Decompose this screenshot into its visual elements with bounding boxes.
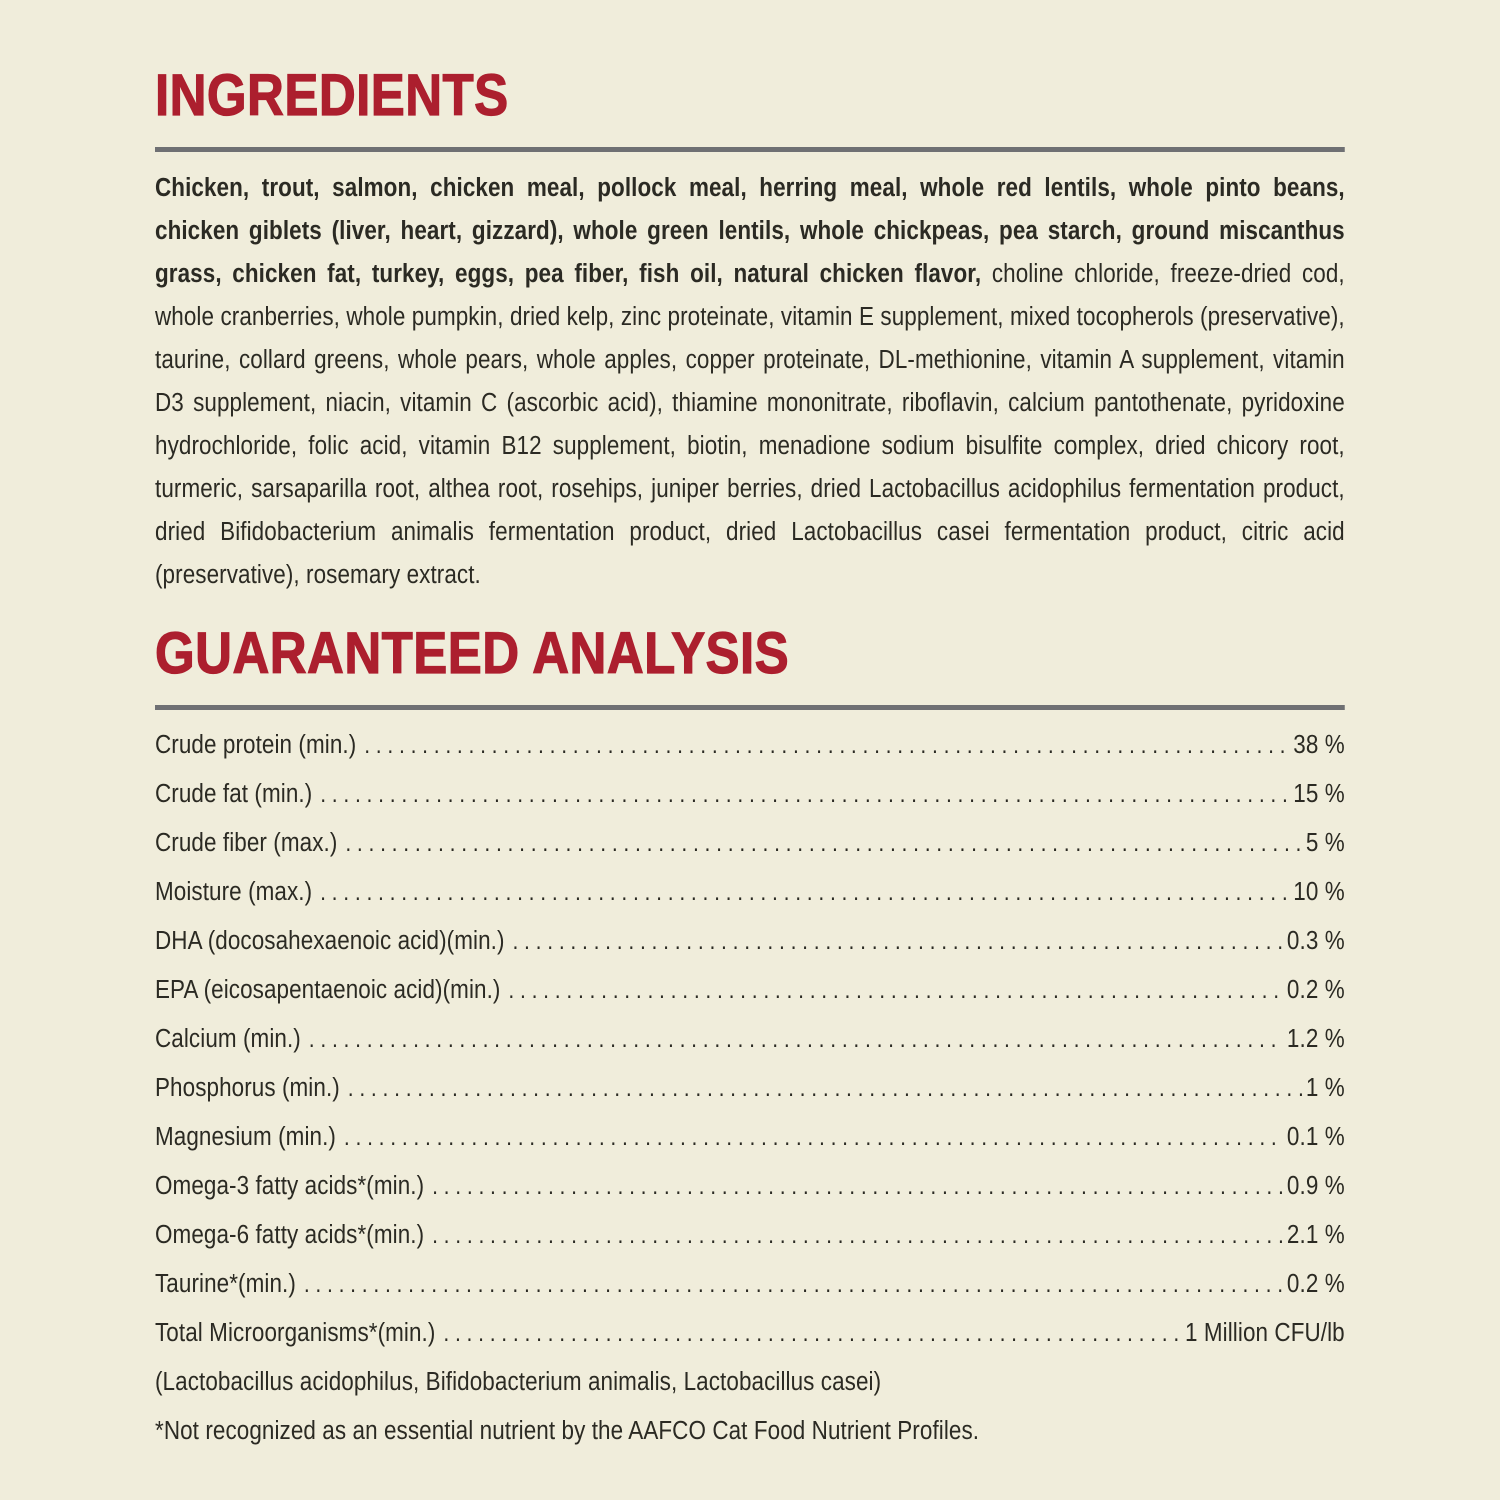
analysis-footnote: *Not recognized as an essential nutrient… <box>155 1417 980 1445</box>
ingredients-secondary-list: choline chloride, freeze-dried cod, whol… <box>155 260 1345 589</box>
analysis-label: Omega-6 fatty acids*(min.) <box>155 1221 425 1249</box>
ingredients-paragraph: Chicken, trout, salmon, chicken meal, po… <box>155 167 1345 597</box>
analysis-label: Taurine*(min.) <box>155 1270 296 1298</box>
analysis-row: DHA (docosahexaenoic acid)(min.)........… <box>155 917 1345 966</box>
analysis-label: Crude protein (min.) <box>155 731 357 759</box>
analysis-label: Crude fat (min.) <box>155 780 313 808</box>
analysis-label: Phosphorus (min.) <box>155 1074 340 1102</box>
analysis-row: Moisture (max.).........................… <box>155 868 1345 917</box>
analysis-row: Magnesium (min.)........................… <box>155 1113 1345 1162</box>
analysis-row: Calcium (min.)..........................… <box>155 1015 1345 1064</box>
analysis-value: 10 % <box>1293 878 1345 906</box>
dot-leader: ........................................… <box>432 1173 1284 1200</box>
analysis-row: Omega-6 fatty acids*(min.)..............… <box>155 1211 1345 1260</box>
analysis-value: 1.2 % <box>1286 1025 1345 1053</box>
analysis-label: Moisture (max.) <box>155 878 313 906</box>
dot-leader: ........................................… <box>343 1124 1285 1151</box>
analysis-row: Taurine*(min.)..........................… <box>155 1260 1345 1309</box>
analysis-value: 2.1 % <box>1286 1221 1345 1249</box>
analysis-row: Omega-3 fatty acids*(min.)..............… <box>155 1162 1345 1211</box>
dot-leader: ........................................… <box>320 781 1290 808</box>
analysis-row: Crude fat (min.)........................… <box>155 770 1345 819</box>
analysis-value: 0.2 % <box>1286 1270 1345 1298</box>
analysis-value: 0.2 % <box>1286 976 1345 1004</box>
dot-leader: ........................................… <box>508 977 1285 1004</box>
analysis-label: EPA (eicosapentaenoic acid)(min.) <box>155 976 501 1004</box>
ingredients-title: INGREDIENTS <box>154 63 509 128</box>
analysis-value: 38 % <box>1293 731 1345 759</box>
analysis-label: Omega-3 fatty acids*(min.) <box>155 1172 425 1200</box>
analysis-label: Total Microorganisms*(min.) <box>155 1319 436 1347</box>
label-content: INGREDIENTS Chicken, trout, salmon, chic… <box>154 63 1345 1456</box>
analysis-row: Crude fiber (max.)......................… <box>155 819 1345 868</box>
analysis-row: Phosphorus (min.).......................… <box>155 1064 1345 1113</box>
analysis-value: 0.3 % <box>1286 927 1345 955</box>
analysis-label: Crude fiber (max.) <box>155 829 338 857</box>
ingredients-divider <box>155 147 1345 152</box>
analysis-row: EPA (eicosapentaenoic acid)(min.).......… <box>155 966 1345 1015</box>
analysis-value: 0.1 % <box>1286 1123 1345 1151</box>
dot-leader: ........................................… <box>345 830 1303 857</box>
analysis-row: Crude protein (min.)....................… <box>155 721 1345 770</box>
analysis-footnote: (Lactobacillus acidophilus, Bifidobacter… <box>155 1368 882 1396</box>
dot-leader: ........................................… <box>512 928 1284 955</box>
analysis-value: 0.9 % <box>1286 1172 1345 1200</box>
analysis-value: 15 % <box>1293 780 1345 808</box>
dot-leader: ........................................… <box>303 1271 1284 1298</box>
analysis-label: DHA (docosahexaenoic acid)(min.) <box>155 927 505 955</box>
dot-leader: ........................................… <box>320 879 1291 906</box>
guaranteed-analysis-divider <box>155 705 1345 710</box>
ingredients-primary-list: Chicken, trout, salmon, chicken meal, po… <box>155 174 1345 288</box>
analysis-value: 1 Million CFU/lb <box>1184 1319 1345 1347</box>
analysis-row: Total Microorganisms*(min.).............… <box>155 1309 1345 1358</box>
dot-leader: ........................................… <box>347 1075 1303 1102</box>
dot-leader: ........................................… <box>308 1026 1285 1053</box>
dot-leader: ........................................… <box>443 1320 1183 1347</box>
guaranteed-analysis-footnotes: (Lactobacillus acidophilus, Bifidobacter… <box>155 1358 1345 1456</box>
guaranteed-analysis-title: GUARANTEED ANALYSIS <box>154 621 790 686</box>
dot-leader: ........................................… <box>432 1222 1284 1249</box>
analysis-value: 5 % <box>1305 829 1345 857</box>
analysis-label: Calcium (min.) <box>155 1025 301 1053</box>
analysis-value: 1 % <box>1305 1074 1345 1102</box>
guaranteed-analysis-table: Crude protein (min.)....................… <box>155 721 1345 1358</box>
dot-leader: ........................................… <box>364 732 1291 759</box>
analysis-label: Magnesium (min.) <box>155 1123 336 1151</box>
